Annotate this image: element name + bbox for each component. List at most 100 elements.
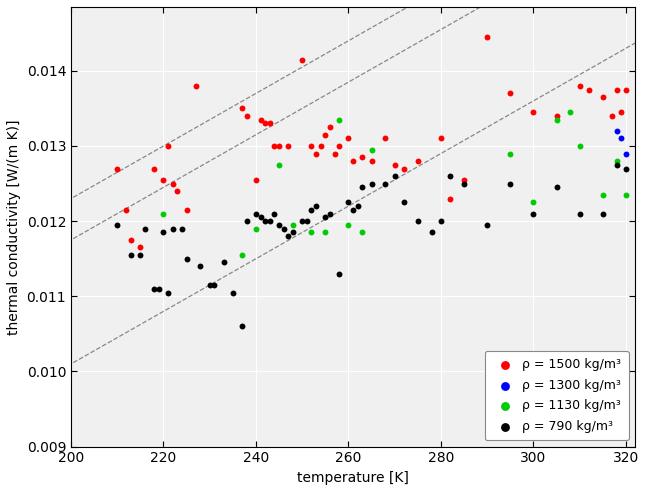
ρ = 1500 kg/m³ [172, 187, 182, 195]
ρ = 1130 kg/m³ [251, 225, 261, 233]
ρ = 1500 kg/m³ [274, 142, 284, 150]
ρ = 1500 kg/m³ [168, 180, 178, 187]
ρ = 1500 kg/m³ [334, 142, 344, 150]
ρ = 1500 kg/m³ [611, 86, 622, 93]
ρ = 1500 kg/m³ [191, 82, 201, 90]
ρ = 790 kg/m³ [445, 172, 455, 180]
ρ = 1500 kg/m³ [297, 56, 307, 63]
Legend: ρ = 1500 kg/m³, ρ = 1300 kg/m³, ρ = 1130 kg/m³, ρ = 790 kg/m³: ρ = 1500 kg/m³, ρ = 1300 kg/m³, ρ = 1130… [485, 351, 629, 440]
ρ = 790 kg/m³ [575, 210, 585, 217]
ρ = 1500 kg/m³ [237, 104, 247, 112]
ρ = 1500 kg/m³ [435, 134, 446, 142]
ρ = 790 kg/m³ [528, 210, 538, 217]
ρ = 1500 kg/m³ [348, 157, 358, 165]
ρ = 1130 kg/m³ [344, 221, 354, 229]
ρ = 1130 kg/m³ [357, 228, 367, 236]
ρ = 1500 kg/m³ [366, 157, 377, 165]
ρ = 1130 kg/m³ [237, 251, 247, 259]
ρ = 790 kg/m³ [181, 255, 192, 263]
ρ = 790 kg/m³ [389, 172, 400, 180]
ρ = 790 kg/m³ [611, 161, 622, 169]
ρ = 1500 kg/m³ [112, 165, 122, 173]
ρ = 1500 kg/m³ [482, 33, 492, 41]
ρ = 790 kg/m³ [237, 322, 247, 330]
ρ = 1500 kg/m³ [598, 93, 608, 101]
ρ = 1300 kg/m³ [620, 150, 631, 157]
ρ = 1130 kg/m³ [366, 146, 377, 154]
ρ = 1500 kg/m³ [121, 206, 131, 214]
ρ = 790 kg/m³ [297, 217, 307, 225]
ρ = 1500 kg/m³ [306, 142, 316, 150]
ρ = 790 kg/m³ [288, 228, 298, 236]
ρ = 790 kg/m³ [278, 225, 289, 233]
ρ = 1500 kg/m³ [380, 134, 391, 142]
ρ = 1130 kg/m³ [505, 150, 516, 157]
ρ = 1130 kg/m³ [320, 228, 331, 236]
ρ = 1130 kg/m³ [288, 221, 298, 229]
Y-axis label: thermal conductivity [W/(m K)]: thermal conductivity [W/(m K)] [7, 119, 21, 335]
ρ = 790 kg/m³ [380, 180, 391, 187]
ρ = 790 kg/m³ [241, 217, 252, 225]
ρ = 790 kg/m³ [209, 281, 219, 289]
ρ = 1500 kg/m³ [311, 150, 322, 157]
ρ = 1500 kg/m³ [325, 123, 335, 131]
ρ = 790 kg/m³ [482, 221, 492, 229]
ρ = 1500 kg/m³ [584, 86, 594, 93]
ρ = 790 kg/m³ [251, 210, 261, 217]
ρ = 1130 kg/m³ [551, 116, 562, 123]
ρ = 790 kg/m³ [274, 221, 284, 229]
ρ = 1500 kg/m³ [316, 142, 326, 150]
ρ = 790 kg/m³ [426, 228, 437, 236]
ρ = 1500 kg/m³ [399, 165, 409, 173]
ρ = 790 kg/m³ [126, 251, 137, 259]
ρ = 790 kg/m³ [204, 281, 215, 289]
ρ = 1500 kg/m³ [163, 142, 173, 150]
ρ = 1500 kg/m³ [575, 82, 585, 90]
ρ = 1500 kg/m³ [260, 120, 270, 127]
ρ = 790 kg/m³ [269, 210, 280, 217]
ρ = 1500 kg/m³ [329, 150, 340, 157]
ρ = 1130 kg/m³ [274, 161, 284, 169]
ρ = 1500 kg/m³ [607, 112, 617, 120]
ρ = 1500 kg/m³ [265, 120, 275, 127]
ρ = 1130 kg/m³ [334, 116, 344, 123]
ρ = 1500 kg/m³ [181, 206, 192, 214]
ρ = 790 kg/m³ [168, 225, 178, 233]
ρ = 790 kg/m³ [551, 184, 562, 191]
ρ = 1500 kg/m³ [126, 236, 137, 244]
ρ = 1500 kg/m³ [241, 112, 252, 120]
ρ = 1130 kg/m³ [528, 198, 538, 206]
ρ = 790 kg/m³ [353, 202, 363, 210]
ρ = 790 kg/m³ [413, 217, 423, 225]
ρ = 790 kg/m³ [302, 217, 312, 225]
ρ = 790 kg/m³ [228, 289, 238, 297]
ρ = 790 kg/m³ [265, 217, 275, 225]
ρ = 790 kg/m³ [306, 206, 316, 214]
ρ = 790 kg/m³ [399, 198, 409, 206]
ρ = 790 kg/m³ [140, 225, 150, 233]
ρ = 790 kg/m³ [357, 184, 367, 191]
ρ = 790 kg/m³ [149, 285, 159, 293]
ρ = 790 kg/m³ [325, 210, 335, 217]
ρ = 1130 kg/m³ [598, 191, 608, 199]
ρ = 790 kg/m³ [344, 198, 354, 206]
ρ = 1500 kg/m³ [344, 134, 354, 142]
ρ = 790 kg/m³ [348, 206, 358, 214]
ρ = 1500 kg/m³ [459, 176, 469, 184]
ρ = 790 kg/m³ [435, 217, 446, 225]
ρ = 790 kg/m³ [505, 180, 516, 187]
ρ = 790 kg/m³ [459, 180, 469, 187]
ρ = 790 kg/m³ [598, 210, 608, 217]
ρ = 1500 kg/m³ [251, 176, 261, 184]
ρ = 1500 kg/m³ [149, 165, 159, 173]
ρ = 1500 kg/m³ [320, 131, 331, 139]
ρ = 1500 kg/m³ [389, 161, 400, 169]
ρ = 790 kg/m³ [219, 259, 229, 267]
ρ = 1500 kg/m³ [551, 112, 562, 120]
ρ = 1500 kg/m³ [528, 108, 538, 116]
ρ = 1500 kg/m³ [135, 244, 146, 251]
ρ = 1500 kg/m³ [159, 176, 169, 184]
ρ = 790 kg/m³ [334, 270, 344, 277]
ρ = 790 kg/m³ [620, 165, 631, 173]
ρ = 790 kg/m³ [283, 232, 294, 240]
